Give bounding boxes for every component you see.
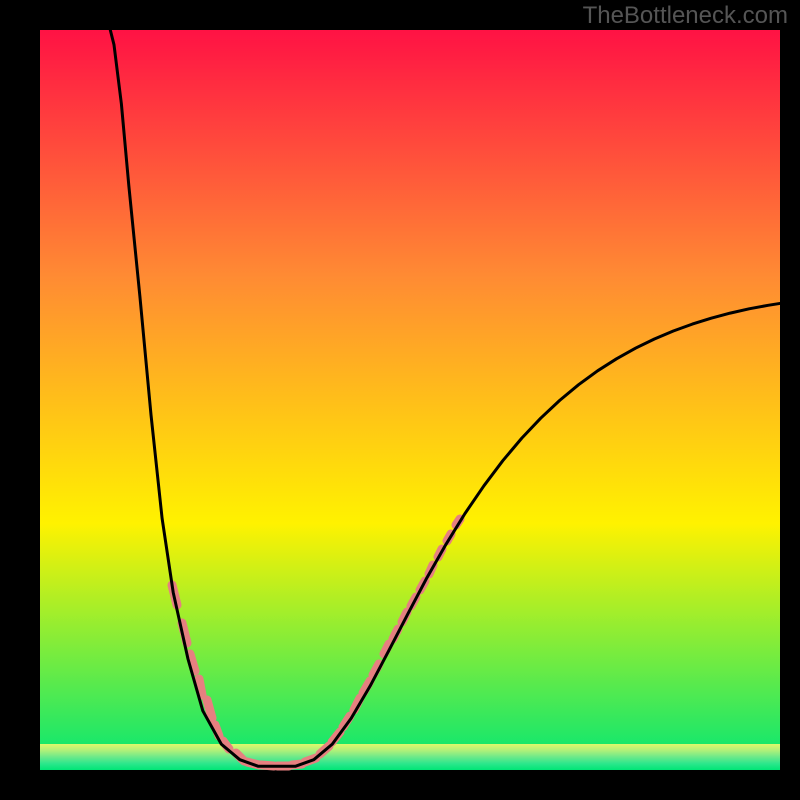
plot-gradient-area — [40, 30, 780, 770]
curve-layer — [40, 30, 780, 770]
chart-frame: TheBottleneck.com — [0, 0, 800, 800]
watermark-text: TheBottleneck.com — [583, 2, 788, 30]
marker-series-path — [172, 519, 460, 766]
v-curve-path — [107, 15, 787, 766]
